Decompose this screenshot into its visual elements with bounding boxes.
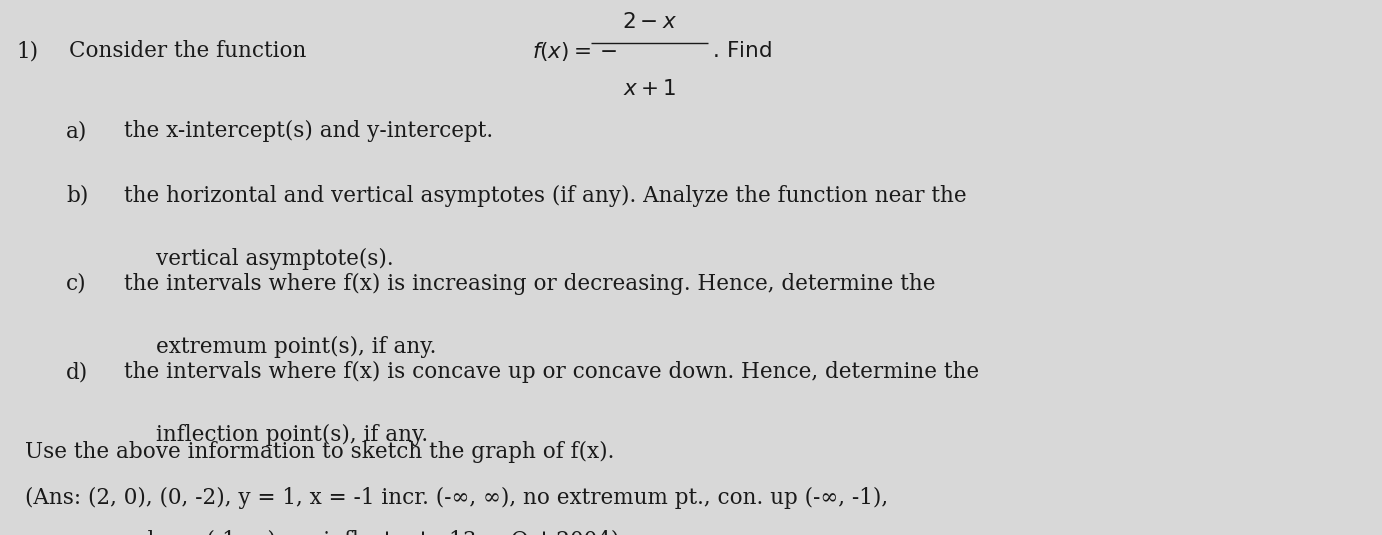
Text: vertical asymptote(s).: vertical asymptote(s). xyxy=(156,248,394,270)
Text: the intervals where f(x) is concave up or concave down. Hence, determine the: the intervals where f(x) is concave up o… xyxy=(124,361,980,383)
Text: d): d) xyxy=(66,361,88,383)
Text: the x-intercept(s) and y-intercept.: the x-intercept(s) and y-intercept. xyxy=(124,120,493,142)
Text: extremum point(s), if any.: extremum point(s), if any. xyxy=(156,336,437,358)
Text: $.\,\mathrm{Find}$: $.\,\mathrm{Find}$ xyxy=(712,40,771,62)
Text: 1): 1) xyxy=(17,40,39,62)
Text: (Ans: (2, 0), (0, -2), y = 1, x = -1 incr. (-∞, ∞), no extremum pt., con. up (-∞: (Ans: (2, 0), (0, -2), y = 1, x = -1 inc… xyxy=(25,487,889,509)
Text: $2-x$: $2-x$ xyxy=(622,11,677,33)
Text: b): b) xyxy=(66,185,88,207)
Text: con. down (-1, ∞), no inflect. pt.; 13m; Oct 2004): con. down (-1, ∞), no inflect. pt.; 13m;… xyxy=(88,530,619,535)
Text: $x+1$: $x+1$ xyxy=(623,78,676,100)
Text: a): a) xyxy=(66,120,87,142)
Text: the horizontal and vertical asymptotes (if any). Analyze the function near the: the horizontal and vertical asymptotes (… xyxy=(124,185,967,207)
Text: inflection point(s), if any.: inflection point(s), if any. xyxy=(156,424,428,446)
Text: Use the above information to sketch the graph of f(x).: Use the above information to sketch the … xyxy=(25,441,614,463)
Text: $f(x) = -$: $f(x) = -$ xyxy=(532,40,618,63)
Text: Consider the function: Consider the function xyxy=(69,40,307,62)
Text: the intervals where f(x) is increasing or decreasing. Hence, determine the: the intervals where f(x) is increasing o… xyxy=(124,273,936,295)
Text: c): c) xyxy=(66,273,87,295)
